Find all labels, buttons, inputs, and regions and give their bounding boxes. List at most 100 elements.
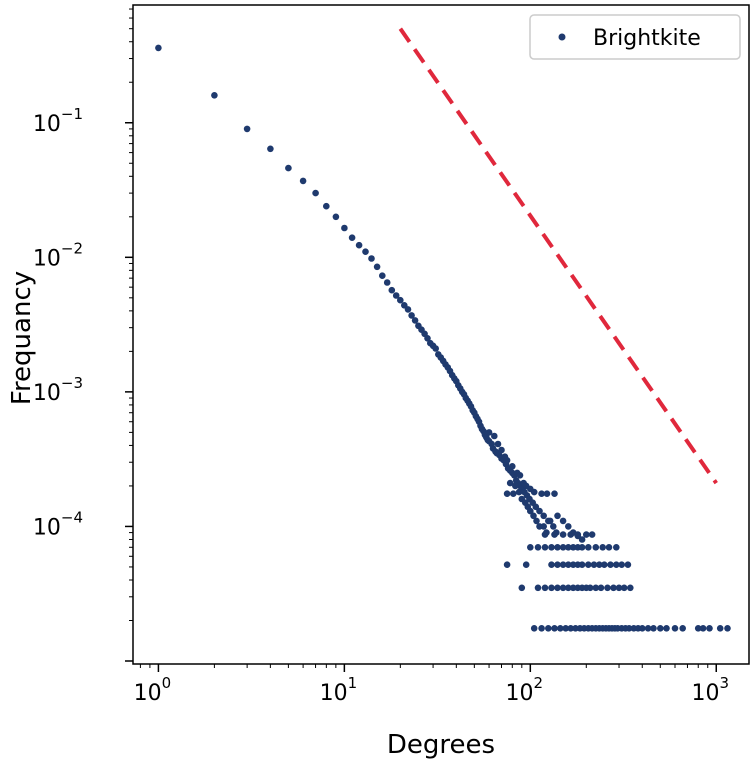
data-point (565, 584, 572, 592)
data-point (285, 164, 292, 172)
data-point (527, 507, 534, 515)
y-tick-exponent: −3 (61, 374, 83, 392)
data-point (613, 561, 620, 568)
data-point (503, 490, 511, 498)
data-point (597, 584, 605, 592)
data-point (550, 523, 557, 530)
data-point (569, 544, 577, 551)
y-tick-exponent: −1 (61, 105, 83, 123)
data-point (585, 561, 592, 568)
legend: Brightkite (529, 14, 741, 60)
y-tick-label: 10−1 (33, 105, 83, 137)
data-point (491, 432, 498, 440)
legend-marker (558, 33, 566, 41)
data-point (341, 224, 348, 232)
data-point (548, 544, 555, 551)
data-point (530, 625, 538, 632)
data-point (388, 286, 396, 294)
data-point (559, 531, 567, 538)
data-point (663, 625, 670, 632)
data-point (694, 625, 702, 632)
data-point (699, 625, 707, 632)
data-point (546, 517, 554, 525)
data-point (408, 312, 415, 319)
data-point (543, 490, 551, 498)
data-point (625, 625, 633, 632)
y-tick-label: 10−2 (33, 239, 83, 271)
data-point (554, 512, 561, 520)
data-point (607, 561, 614, 568)
data-point (554, 561, 561, 568)
y-axis-ticks: 10−1 10−2 10−3 10−4 (33, 8, 133, 662)
x-tick-label: 103 (691, 674, 729, 706)
data-point (567, 531, 574, 538)
data-point (559, 544, 567, 551)
data-point (657, 625, 664, 632)
x-tick-exponent: 0 (162, 674, 172, 692)
x-axis-ticks: 100 101 102 103 (134, 664, 729, 706)
data-point (538, 625, 545, 632)
data-point (498, 446, 505, 454)
x-tick-label: 100 (134, 674, 172, 706)
data-point (397, 296, 404, 304)
data-point (567, 625, 574, 632)
data-point (392, 292, 400, 299)
data-point (569, 584, 577, 592)
data-point (639, 625, 646, 632)
data-point (554, 544, 561, 551)
data-point (569, 561, 577, 568)
y-tick-label: 10−3 (33, 374, 83, 406)
data-point (332, 213, 340, 221)
data-point (706, 625, 713, 632)
data-point (155, 44, 162, 52)
data-point (565, 561, 572, 568)
data-point (424, 335, 431, 342)
data-point (512, 482, 519, 490)
data-point (620, 584, 628, 592)
data-point (379, 272, 386, 280)
data-point (536, 507, 543, 515)
x-tick-exponent: 2 (534, 674, 544, 692)
data-point (644, 625, 652, 632)
y-tick-exponent: −4 (61, 508, 83, 526)
data-point (554, 584, 561, 592)
data-point (671, 625, 679, 632)
data-point (211, 92, 218, 99)
reference-power-law-line (398, 27, 718, 485)
data-point (540, 512, 547, 520)
data-point (578, 544, 586, 551)
data-point (530, 488, 538, 496)
data-point (373, 263, 381, 271)
data-point (503, 457, 511, 464)
x-axis-label: Degrees (387, 730, 495, 760)
data-point (605, 544, 613, 551)
data-point (615, 584, 623, 592)
data-point (601, 561, 608, 568)
data-point (565, 544, 572, 551)
data-point (243, 125, 251, 133)
x-tick-exponent: 3 (719, 674, 729, 692)
legend-box (529, 14, 741, 60)
data-point (267, 145, 274, 153)
data-point (541, 531, 549, 538)
data-point (534, 544, 542, 551)
data-point (574, 531, 582, 538)
data-point (312, 189, 319, 197)
data-point (545, 625, 552, 632)
data-point (559, 517, 567, 525)
data-point (596, 561, 603, 568)
data-point (578, 561, 586, 568)
data-point (527, 544, 534, 551)
y-axis-label: Frequancy (7, 271, 37, 405)
data-point (355, 241, 363, 249)
data-point (530, 512, 537, 520)
data-point (551, 490, 558, 498)
data-point (323, 202, 330, 210)
data-point (368, 255, 375, 262)
data-point (562, 625, 569, 632)
data-point (509, 463, 516, 470)
data-point (348, 234, 356, 241)
data-point (590, 561, 598, 568)
data-point (299, 177, 307, 185)
